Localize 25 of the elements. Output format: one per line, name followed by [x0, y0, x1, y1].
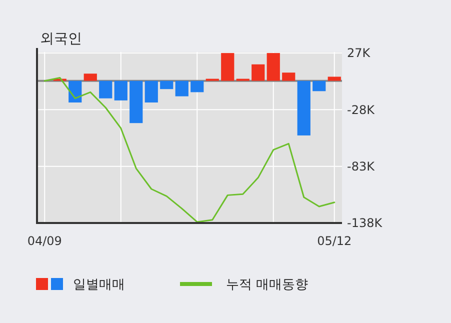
- bar: [84, 74, 97, 81]
- y-tick-label: -83K: [347, 160, 376, 174]
- y-tick-label: -138K: [347, 216, 384, 230]
- bar: [282, 72, 296, 81]
- bar: [130, 80, 143, 124]
- bar: [221, 53, 234, 81]
- legend-label: 누적 매매동향: [226, 278, 308, 293]
- line-series: [44, 77, 336, 223]
- bar: [144, 80, 158, 102]
- y-tick-label: -28K: [347, 102, 376, 117]
- y-tick-label: 27K: [347, 46, 372, 60]
- bar: [190, 80, 204, 92]
- bar: [160, 80, 174, 90]
- x-tick-label: 04/09: [27, 234, 62, 248]
- bar: [252, 64, 265, 81]
- chart-title: 외국인: [40, 31, 82, 47]
- bar: [328, 76, 341, 81]
- bar: [175, 80, 188, 96]
- bar: [114, 80, 128, 100]
- bar: [266, 53, 280, 81]
- legend-label: 일별매매: [73, 278, 125, 293]
- bar: [297, 80, 310, 136]
- x-tick-label: 05/12: [317, 234, 352, 248]
- bar: [99, 80, 112, 98]
- bar: [312, 80, 326, 92]
